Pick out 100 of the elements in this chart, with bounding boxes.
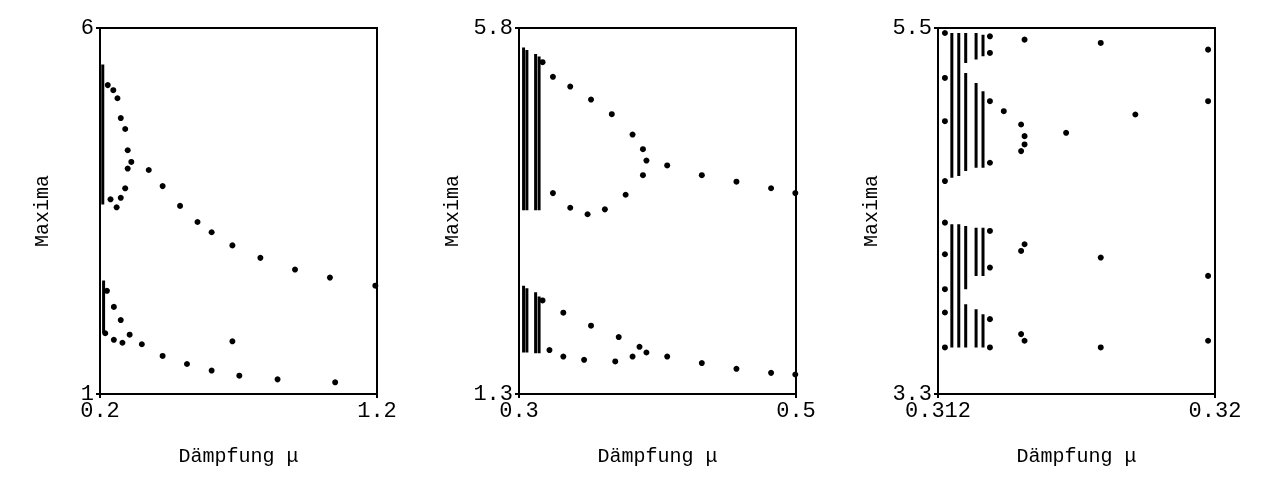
y-axis-title: Maxima (859, 174, 883, 248)
point (122, 126, 129, 133)
point (1021, 36, 1028, 43)
point (601, 206, 608, 213)
x-axis-title: Dämpfung μ (597, 444, 718, 468)
point (546, 347, 553, 354)
point (639, 172, 646, 179)
point (612, 358, 619, 365)
point (986, 33, 993, 40)
point (107, 196, 114, 203)
point (567, 204, 574, 211)
point (110, 336, 117, 343)
point (629, 353, 636, 360)
point (643, 157, 650, 164)
point (1097, 39, 1104, 46)
y-axis-title: Maxima (30, 174, 54, 248)
point (941, 219, 948, 226)
point (1132, 111, 1139, 118)
x-tick-label: 1.2 (357, 398, 397, 424)
point (615, 334, 622, 341)
point (986, 159, 993, 166)
point (145, 167, 152, 174)
y-tick-label: 5.8 (473, 15, 513, 41)
point (768, 185, 775, 192)
point (608, 111, 615, 118)
point (588, 96, 595, 103)
point (1205, 272, 1212, 279)
point (117, 194, 124, 201)
point (698, 360, 705, 367)
point (941, 344, 948, 351)
point (733, 178, 740, 185)
point (1205, 46, 1212, 53)
point (549, 190, 556, 197)
point (986, 344, 993, 351)
point (1097, 254, 1104, 261)
y-axis-title: Maxima (440, 174, 464, 248)
point (1021, 141, 1028, 148)
point (664, 162, 671, 169)
point (274, 376, 281, 383)
point (986, 227, 993, 234)
x-axis-title: Dämpfung μ (178, 444, 299, 468)
y-tick-label: 5.5 (892, 15, 932, 41)
point (332, 379, 339, 386)
point (194, 218, 201, 225)
point (768, 369, 775, 376)
point (639, 146, 646, 153)
point (636, 343, 643, 350)
point (1000, 108, 1007, 115)
point (986, 264, 993, 271)
point (941, 251, 948, 258)
point (622, 191, 629, 198)
point (539, 297, 546, 304)
point (208, 229, 215, 236)
point (733, 365, 740, 372)
point (1018, 121, 1025, 128)
point (1018, 148, 1025, 155)
point (941, 286, 948, 293)
point (1021, 241, 1028, 248)
point (236, 372, 243, 379)
point (138, 341, 145, 348)
y-tick-label: 6 (80, 15, 94, 41)
point (560, 353, 567, 360)
point (986, 98, 993, 105)
point (643, 349, 650, 356)
point (584, 211, 591, 218)
point (1097, 344, 1104, 351)
point (117, 317, 124, 324)
x-axis-title: Dämpfung μ (1016, 444, 1137, 468)
point (128, 158, 135, 165)
point (372, 282, 379, 289)
point (117, 115, 124, 122)
point (941, 178, 948, 185)
point (122, 185, 129, 192)
point (986, 316, 993, 323)
point (119, 339, 126, 346)
point (1205, 98, 1212, 105)
point (792, 190, 799, 197)
point (581, 356, 588, 363)
point (941, 74, 948, 81)
point (549, 73, 556, 80)
point (102, 330, 109, 337)
point (560, 309, 567, 316)
point (114, 95, 121, 102)
point (110, 303, 117, 310)
point (698, 172, 705, 179)
point (941, 118, 948, 125)
point (941, 309, 948, 316)
point (113, 204, 120, 211)
point (229, 242, 236, 249)
point (326, 274, 333, 281)
x-tick-label: 0.5 (776, 398, 816, 424)
point (208, 367, 215, 374)
point (629, 131, 636, 138)
point (183, 360, 190, 367)
point (229, 338, 236, 345)
point (159, 183, 166, 190)
point (1063, 129, 1070, 136)
point (1018, 331, 1025, 338)
point (539, 59, 546, 66)
point (1018, 247, 1025, 254)
